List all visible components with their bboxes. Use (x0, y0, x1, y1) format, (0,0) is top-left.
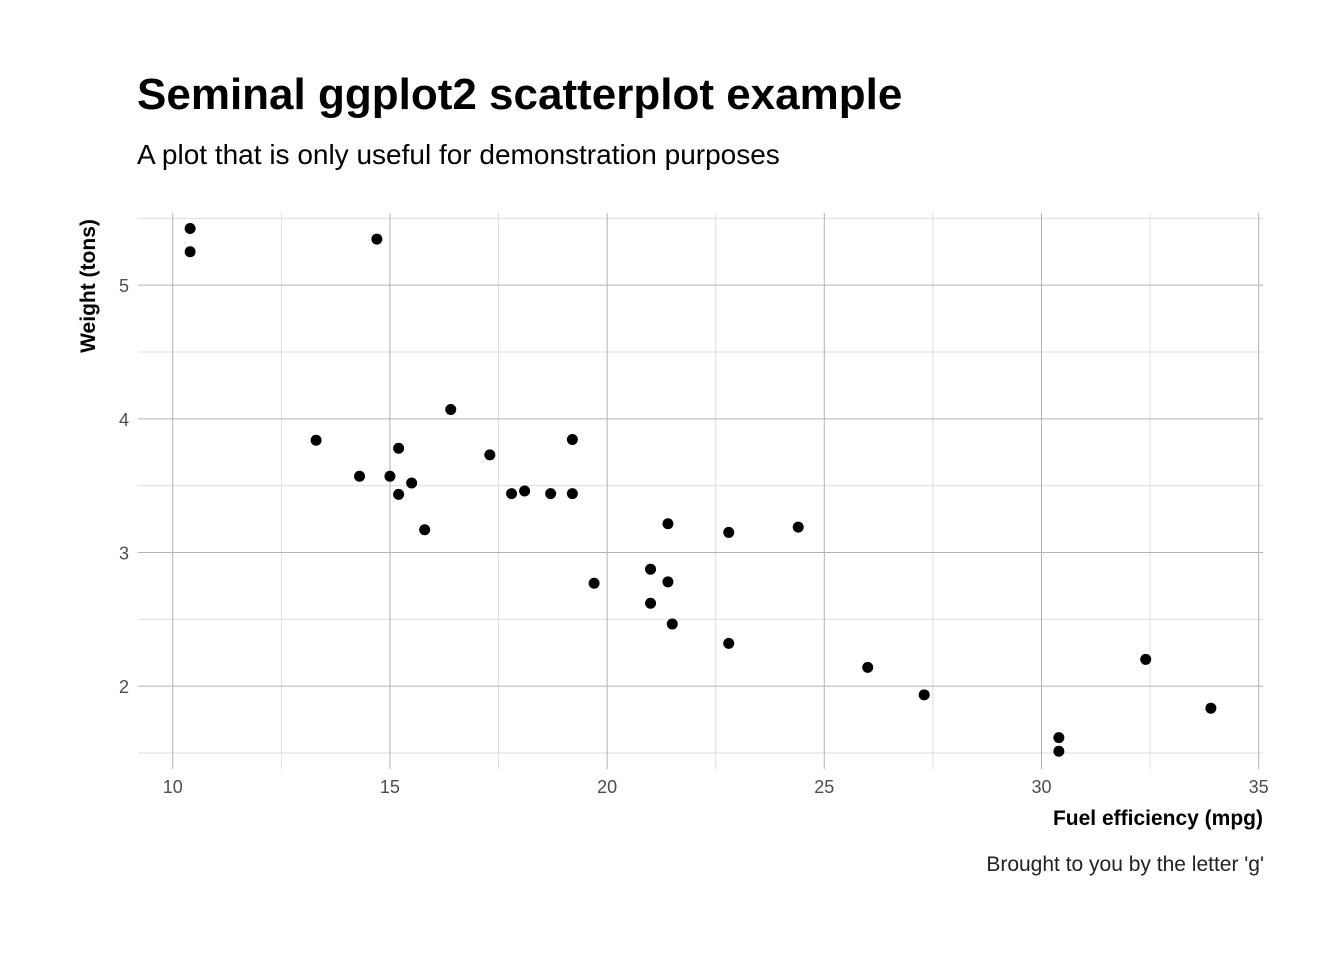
scatter-point (666, 618, 678, 630)
scatter-point (354, 470, 366, 482)
scatter-point (566, 434, 578, 446)
chart-subtitle: A plot that is only useful for demonstra… (137, 139, 780, 170)
scatter-point (371, 233, 383, 245)
y-tick-label: 4 (119, 410, 129, 430)
x-tick-label: 30 (1031, 777, 1051, 797)
scatter-point (419, 524, 431, 536)
scatter-point (918, 689, 930, 701)
scatter-point (723, 637, 735, 649)
x-tick-label: 35 (1249, 777, 1269, 797)
data-points (184, 223, 1217, 757)
scatter-point (506, 488, 518, 500)
scatter-point (393, 488, 405, 500)
scatter-point (406, 477, 418, 489)
scatter-point (662, 576, 674, 588)
y-tick-label: 2 (119, 677, 129, 697)
chart-caption: Brought to you by the letter 'g' (986, 853, 1264, 876)
scatter-point (723, 526, 735, 538)
scatter-point (1053, 732, 1065, 744)
scatter-point (1140, 653, 1152, 665)
scatter-point (588, 577, 600, 589)
scatter-point (862, 661, 874, 673)
scatter-point (393, 442, 405, 454)
scatter-point (184, 223, 196, 235)
x-tick-label: 10 (163, 777, 183, 797)
scatter-point (484, 449, 496, 461)
x-tick-label: 15 (380, 777, 400, 797)
scatter-point (662, 518, 674, 530)
scatter-point (184, 246, 196, 258)
scatter-point (645, 597, 657, 609)
scatter-point (1053, 745, 1065, 757)
y-tick-label: 3 (119, 543, 129, 563)
chart-title: Seminal ggplot2 scatterplot example (137, 70, 903, 119)
y-axis-title: Weight (tons) (77, 219, 100, 353)
scatter-point (1205, 702, 1217, 714)
x-axis-title: Fuel efficiency (mpg) (1053, 807, 1263, 830)
x-tick-label: 25 (814, 777, 834, 797)
scatter-point (566, 488, 578, 500)
scatter-point (310, 434, 322, 446)
tick-labels: 10 15 20 25 30 35 2 3 4 5 (119, 276, 1269, 797)
y-tick-label: 5 (119, 276, 129, 296)
scatter-point (384, 470, 396, 482)
scatter-point (792, 521, 804, 533)
scatter-point (645, 563, 657, 575)
scatter-point (445, 403, 457, 415)
scatter-point (545, 488, 557, 500)
x-tick-label: 20 (597, 777, 617, 797)
scatter-point (519, 485, 531, 497)
grid-lines (138, 213, 1263, 769)
